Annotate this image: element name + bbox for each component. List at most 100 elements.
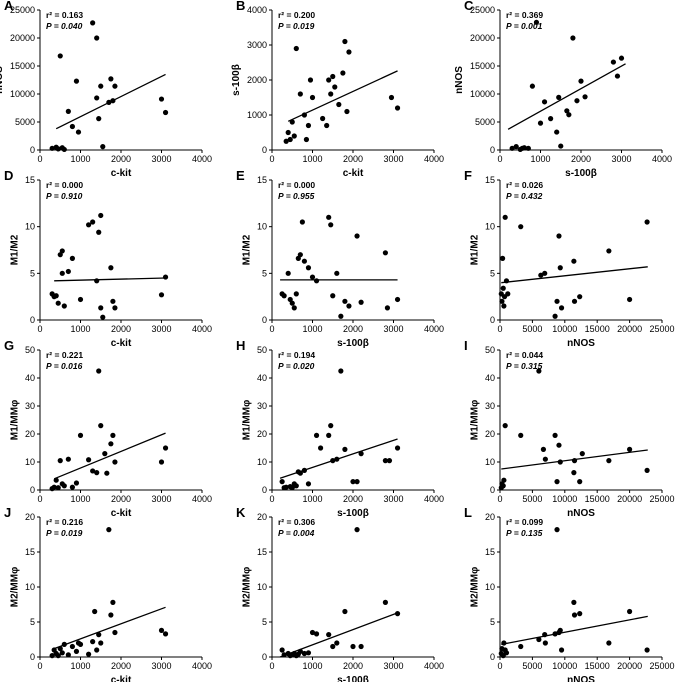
data-point	[293, 45, 299, 52]
y-tick-label: 0	[30, 652, 35, 662]
y-tick-label: 10	[25, 457, 35, 467]
data-point	[342, 608, 348, 615]
data-point	[86, 457, 92, 463]
data-point	[102, 451, 108, 457]
x-tick-label: 3000	[383, 661, 403, 671]
regression-line	[53, 606, 166, 650]
data-point	[627, 608, 633, 615]
y-tick-label: 25000	[10, 5, 35, 15]
data-point	[556, 94, 562, 100]
data-point	[301, 467, 307, 473]
panel-label: A	[4, 0, 14, 13]
x-tick-label: 1000	[530, 154, 550, 164]
data-point	[542, 640, 548, 646]
y-tick-label: 20	[25, 429, 35, 439]
y-tick-label: 5	[30, 617, 35, 627]
data-point	[96, 116, 102, 122]
y-tick-label: 50	[25, 345, 35, 355]
data-point	[618, 55, 625, 61]
data-point	[279, 647, 285, 653]
panel-label: J	[4, 505, 11, 520]
x-tick-label: 5000	[522, 324, 542, 334]
x-tick-label: 10000	[552, 324, 577, 334]
y-tick-label: 2000	[247, 75, 267, 85]
data-point	[90, 468, 96, 474]
x-axis-label: c-kit	[111, 338, 132, 349]
y-tick-label: 3000	[247, 40, 267, 50]
y-tick-label: 20000	[10, 33, 35, 43]
y-tick-label: 10	[257, 222, 267, 232]
x-axis-label: nNOS	[567, 508, 595, 519]
data-point	[158, 292, 165, 298]
regression-line	[279, 612, 398, 658]
data-point	[69, 484, 75, 490]
data-point	[77, 641, 84, 648]
data-point	[59, 650, 65, 656]
data-point	[501, 303, 507, 309]
panel-h: H 0 1000 2000 3000 4000 0 10 20 30 40 50 s-100β M1/MM…	[236, 338, 444, 519]
y-tick-label: 20	[257, 429, 267, 439]
y-tick-label: 15000	[10, 61, 35, 71]
data-point	[279, 479, 285, 485]
data-point	[644, 647, 650, 653]
x-tick-label: 2000	[111, 324, 131, 334]
panel-b: B 0 1000 2000 3000 4000 0 1000 2000 3000 4000 c-kit…	[231, 0, 444, 179]
y-tick-label: 5	[30, 268, 35, 278]
data-point	[49, 145, 55, 151]
data-point	[108, 265, 114, 271]
data-point	[332, 84, 338, 90]
data-point	[346, 49, 352, 55]
data-point	[73, 648, 80, 655]
data-point	[338, 313, 344, 319]
y-tick-label: 10	[485, 457, 495, 467]
data-point	[297, 648, 303, 655]
data-point	[394, 611, 401, 617]
y-tick-label: 20	[257, 512, 267, 522]
data-point	[326, 214, 332, 220]
data-point	[100, 314, 106, 320]
x-tick-label: 2000	[111, 661, 131, 671]
panel-label: D	[4, 168, 13, 183]
data-point	[98, 305, 104, 311]
data-point	[346, 303, 352, 309]
r-squared-label: r² = 0.000	[278, 180, 315, 190]
data-point	[571, 258, 577, 264]
data-point	[564, 108, 570, 114]
data-point	[529, 83, 536, 89]
data-point	[533, 19, 540, 25]
data-point	[500, 285, 506, 291]
data-point	[350, 643, 356, 650]
data-point	[59, 248, 65, 254]
data-point	[309, 274, 316, 280]
data-point	[552, 432, 558, 438]
y-tick-label: 30	[485, 401, 495, 411]
y-axis-label: M2/MMφ	[242, 567, 253, 607]
data-point	[501, 477, 507, 483]
y-tick-label: 1000	[247, 110, 267, 120]
x-tick-label: 0	[37, 661, 42, 671]
y-tick-label: 40	[485, 373, 495, 383]
data-point	[558, 647, 565, 653]
data-point	[61, 483, 67, 489]
data-point	[358, 299, 364, 305]
data-point	[606, 248, 612, 254]
r-squared-label: r² = 0.216	[46, 517, 83, 527]
x-tick-label: 4000	[192, 154, 212, 164]
data-point	[110, 98, 116, 104]
data-point	[552, 313, 558, 319]
data-point	[610, 59, 617, 65]
data-point	[554, 527, 560, 533]
x-tick-label: 25000	[649, 494, 674, 504]
data-point	[499, 298, 505, 304]
x-tick-label: 15000	[585, 324, 610, 334]
panel-c: C 0 1000 2000 3000 4000 0 5000 10000 15000 20000 25…	[454, 0, 672, 179]
data-point	[313, 631, 320, 637]
x-tick-label: 0	[269, 324, 274, 334]
r-squared-label: r² = 0.200	[278, 10, 315, 20]
data-point	[354, 527, 360, 533]
data-point	[61, 303, 67, 309]
y-tick-label: 0	[262, 145, 267, 155]
panel-d: D 0 1000 2000 3000 4000 0 5 10 15 c-kit M1/M2 r² = 0…	[4, 168, 212, 349]
x-tick-label: 4000	[424, 324, 444, 334]
panel-label: F	[464, 168, 472, 183]
